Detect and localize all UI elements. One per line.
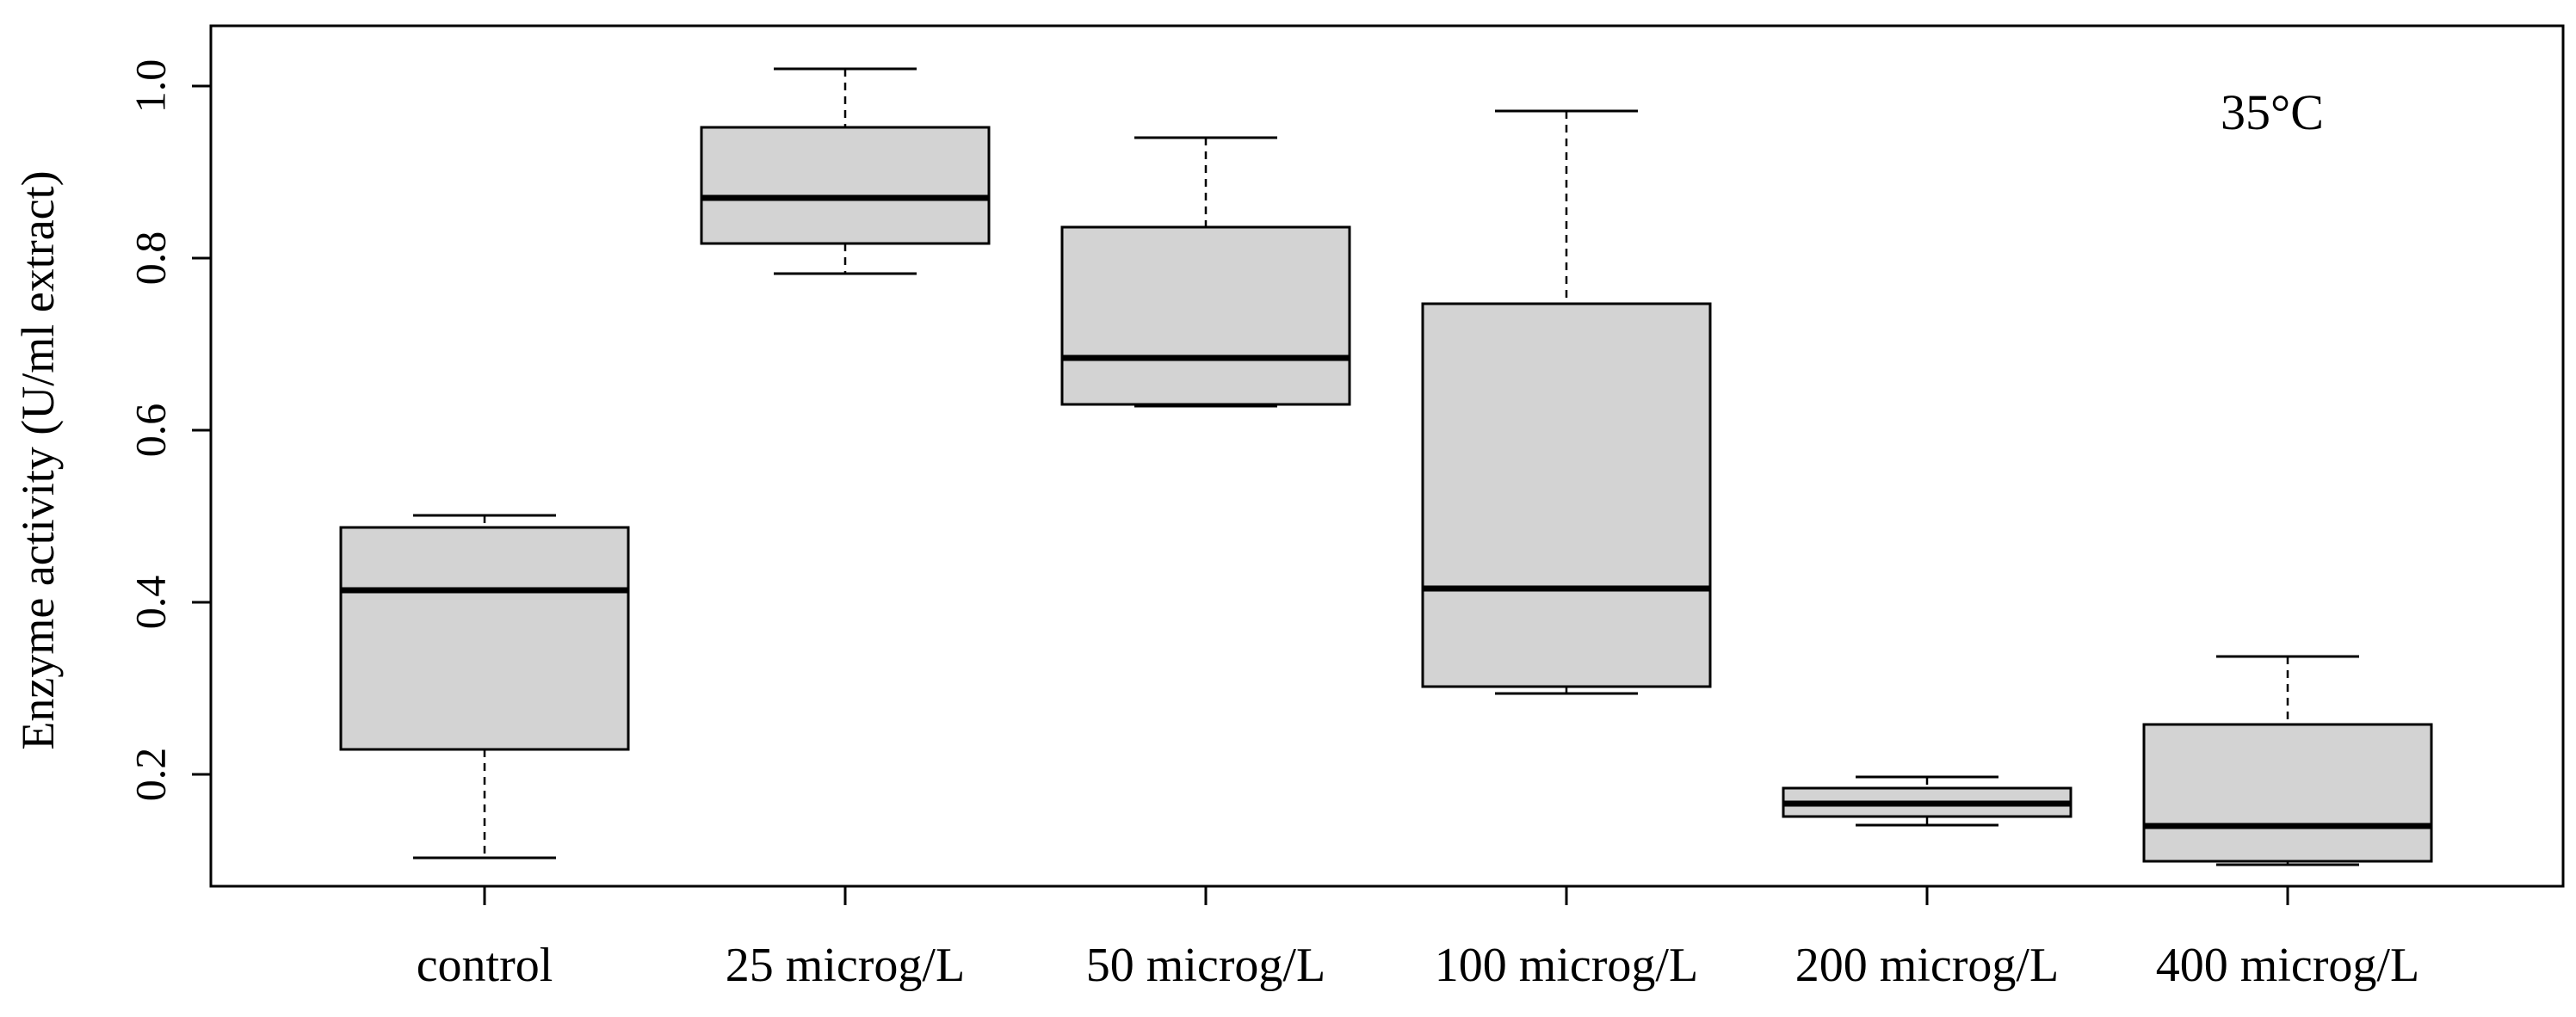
x-tick-label: 100 microg/L [1435,939,1698,992]
y-tick-label: 0.8 [126,231,174,286]
temperature-annotation: 35°C [2221,84,2324,140]
box-2 [700,67,991,275]
y-tick-label: 0.6 [126,404,174,458]
box-5 [1782,775,2073,827]
y-tick-label: 1.0 [126,59,174,114]
box-6 [2142,655,2433,866]
y-tick-label: 0.4 [126,576,174,630]
boxes-group [339,67,2433,866]
x-tick-label: control [417,939,553,992]
box-1 [339,514,630,860]
box-3 [1060,136,1351,408]
x-tick-label: 200 microg/L [1795,939,2059,992]
box-4 [1421,109,1712,695]
iqr-box [700,126,991,245]
iqr-box [1060,225,1351,406]
y-tick-label: 0.2 [126,748,174,802]
y-axis: 0.2 0.4 0.6 0.8 1.0 [126,59,213,802]
x-axis: control 25 microg/L 50 microg/L 100 microg/… [417,884,2419,992]
x-tick-label: 50 microg/L [1086,939,1325,992]
x-tick-label: 25 microg/L [726,939,965,992]
iqr-box [1421,302,1712,688]
x-tick-label: 400 microg/L [2156,939,2419,992]
iqr-box [339,526,630,751]
iqr-box [2142,723,2433,863]
y-axis-label: Enzyme activity (U/ml extract) [12,170,64,749]
